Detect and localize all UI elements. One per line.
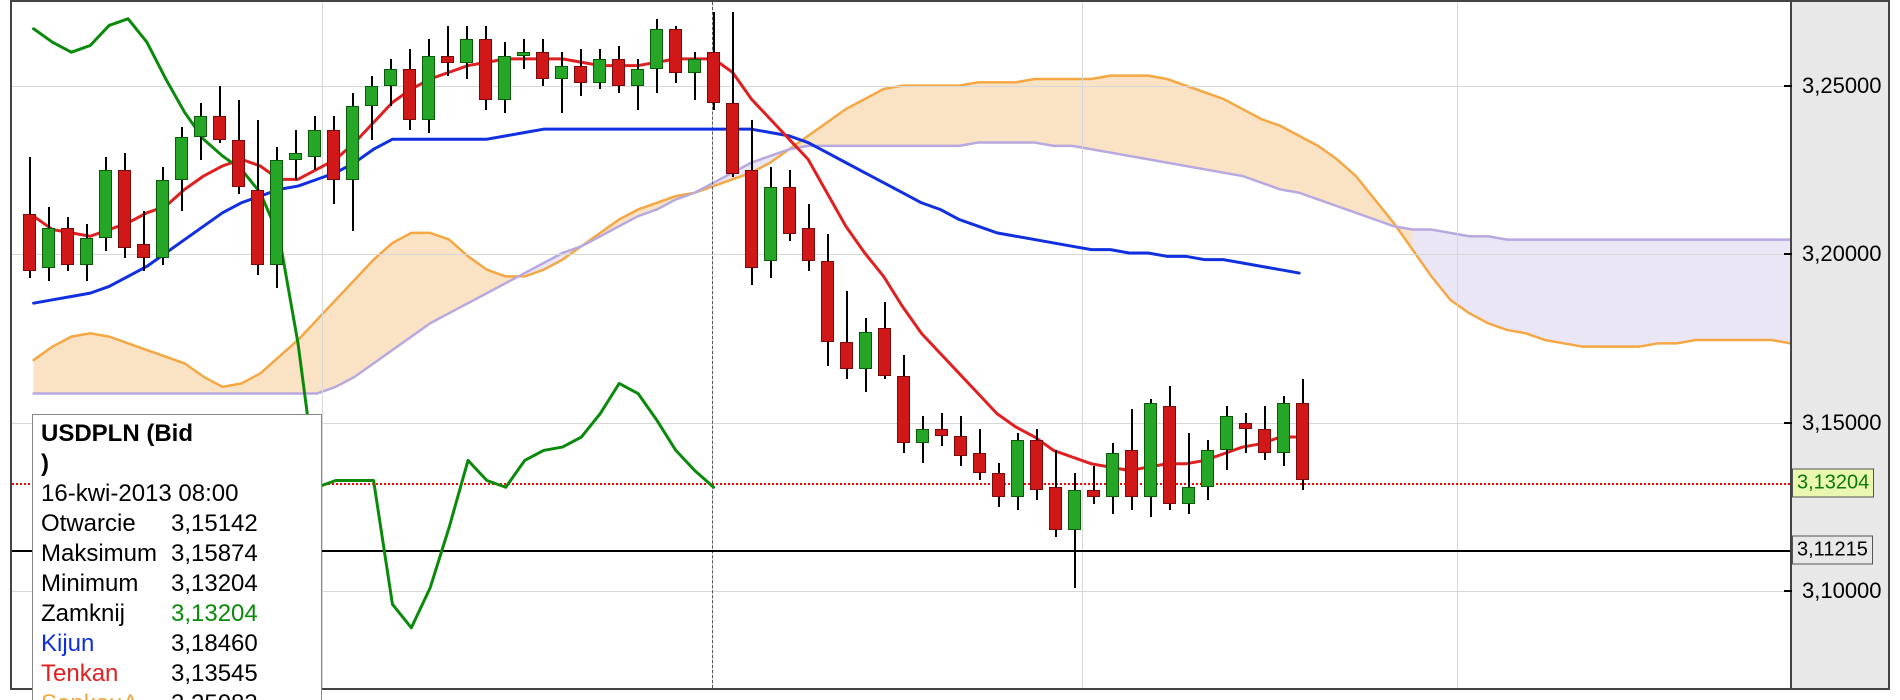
price-tag: 3,11215: [1792, 536, 1873, 565]
plot-area[interactable]: USDPLN (Bid ) 16-kwi-2013 08:00 Otwarcie…: [10, 0, 1790, 690]
legend-row: Zamknij3,13204: [41, 599, 313, 629]
legend-timestamp: 16-kwi-2013 08:00: [41, 479, 313, 509]
legend-rows: Otwarcie3,15142Maksimum3,15874Minimum3,1…: [41, 509, 313, 700]
forex-ichimoku-chart[interactable]: USDPLN (Bid ) 16-kwi-2013 08:00 Otwarcie…: [0, 0, 1900, 700]
legend-title-2: ): [41, 449, 313, 479]
legend-row: Maksimum3,15874: [41, 539, 313, 569]
legend-row: Kijun3,18460: [41, 629, 313, 659]
y-tick-label: 3,15000: [1802, 410, 1882, 436]
y-tick-label: 3,20000: [1802, 241, 1882, 267]
legend-row: Otwarcie3,15142: [41, 509, 313, 539]
y-axis: 3,10000 3,15000 3,20000 3,25000 3,13204 3,112…: [1790, 0, 1890, 690]
legend-row: Minimum3,13204: [41, 569, 313, 599]
legend-title-1: USDPLN (Bid: [41, 419, 313, 449]
y-tick-label: 3,25000: [1802, 73, 1882, 99]
legend-row: SenkouA3,25083: [41, 689, 313, 700]
ohlc-legend-box: USDPLN (Bid ) 16-kwi-2013 08:00 Otwarcie…: [32, 414, 322, 700]
legend-row: Tenkan3,13545: [41, 659, 313, 689]
price-tag: 3,13204: [1792, 469, 1874, 498]
y-tick-label: 3,10000: [1802, 578, 1882, 604]
